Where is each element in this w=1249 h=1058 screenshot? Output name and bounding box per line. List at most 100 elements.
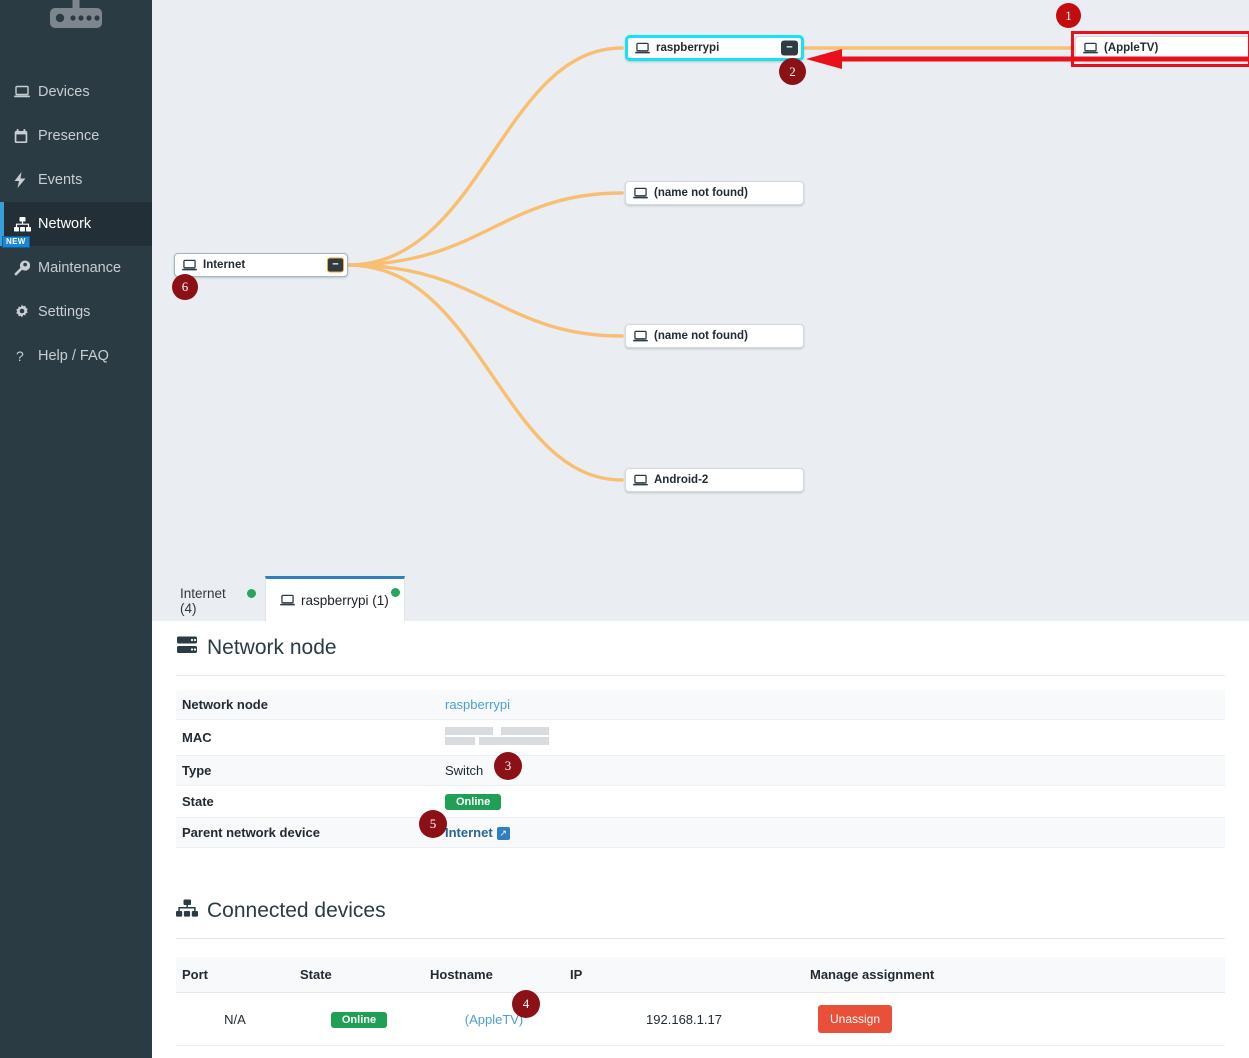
sidebar-item-label: Settings: [38, 304, 91, 320]
section-divider: [176, 938, 1225, 939]
topology-node-internet[interactable]: Internet −: [174, 253, 348, 277]
table-header-row: Port State Hostname IP Manage assignment: [176, 957, 1225, 993]
row-value: Switch: [439, 755, 1225, 786]
topology-node-android-2[interactable]: Android-2: [625, 468, 804, 492]
topology-edges: [346, 46, 1075, 482]
cell-port: N/A: [176, 992, 294, 1046]
column-header-state: State: [294, 957, 424, 993]
cell-state: Online: [294, 992, 424, 1046]
column-header-port: Port: [176, 957, 294, 993]
topology-node-label: (name not found): [654, 330, 748, 342]
topology-node-label: Android-2: [654, 474, 709, 486]
sidebar-item-presence[interactable]: Presence: [0, 114, 152, 158]
cell-ip: 192.168.1.17: [564, 992, 804, 1046]
sidebar-item-label: Devices: [38, 84, 90, 100]
annotation-badge-4: 4: [512, 990, 540, 1018]
section-heading-text: Connected devices: [207, 899, 386, 922]
sidebar-nav: Devices Presence Events Network NEW: [0, 70, 152, 378]
laptop-icon: [280, 594, 295, 607]
topology-node-raspberrypi[interactable]: raspberrypi −: [625, 35, 804, 61]
sidebar-item-events[interactable]: Events: [0, 158, 152, 202]
laptop-icon: [626, 474, 654, 487]
laptop-icon: [1076, 42, 1104, 55]
unassign-button[interactable]: Unassign: [818, 1005, 893, 1033]
question-icon: ?: [14, 348, 38, 364]
sidebar-item-devices[interactable]: Devices: [0, 70, 152, 114]
network-topology-canvas[interactable]: Internet − raspberrypi − (name not found…: [152, 0, 1249, 565]
collapse-toggle-button[interactable]: −: [781, 40, 798, 56]
table-row: Network node raspberrypi: [176, 690, 1225, 720]
sidebar-item-settings[interactable]: Settings: [0, 290, 152, 334]
row-key: Parent network device: [176, 817, 439, 848]
laptop-icon: [14, 85, 38, 99]
annotation-badge-1: 1: [1056, 3, 1081, 28]
row-key: State: [176, 785, 439, 818]
tab-label: raspberrypi (1): [301, 592, 389, 608]
topology-node-label: raspberrypi: [656, 42, 720, 54]
server-icon: [176, 635, 198, 661]
annotation-arrow: [806, 49, 1248, 69]
sitemap-icon: [176, 899, 198, 924]
annotation-badge-2: 2: [779, 58, 806, 85]
table-row: Parent network device Internet ↗: [176, 817, 1225, 848]
topology-node-label: Internet: [203, 259, 246, 271]
sidebar-item-label: Presence: [38, 128, 100, 144]
hostname-link[interactable]: (AppleTV): [464, 1011, 524, 1027]
section-heading-text: Network node: [207, 636, 337, 659]
mac-redacted-value: [445, 727, 549, 745]
network-node-table: Network node raspberrypi MAC Type Switch…: [176, 690, 1225, 848]
annotation-badge-5: 5: [419, 810, 447, 838]
row-key: MAC: [176, 719, 439, 756]
row-value: Online: [439, 785, 1225, 818]
table-row: MAC: [176, 719, 1225, 756]
status-badge: Online: [330, 1011, 388, 1028]
new-badge: NEW: [2, 236, 30, 248]
column-header-hostname: Hostname: [424, 957, 564, 993]
app-logo[interactable]: [0, 0, 152, 60]
sidebar-item-help-faq[interactable]: ? Help / FAQ: [0, 334, 152, 378]
table-row: State Online: [176, 785, 1225, 818]
annotation-badge-label: 1: [1065, 7, 1072, 23]
connected-devices-section-title: Connected devices: [152, 884, 1249, 938]
collapse-toggle-button[interactable]: −: [327, 257, 344, 273]
connected-devices-table: Port State Hostname IP Manage assignment…: [176, 957, 1225, 1046]
sidebar-item-label: Network: [38, 216, 92, 232]
sidebar-item-label: Events: [38, 172, 83, 188]
tab-raspberrypi[interactable]: raspberrypi (1): [265, 576, 405, 621]
table-row: Type Switch: [176, 755, 1225, 786]
status-dot-online: [247, 589, 256, 598]
topology-node-label: (AppleTV): [1104, 42, 1159, 54]
sidebar: Devices Presence Events Network NEW: [0, 0, 152, 1058]
topology-node-label: (name not found): [654, 187, 748, 199]
annotation-badge-6: 6: [172, 274, 198, 300]
topology-node-unknown-2[interactable]: (name not found): [625, 324, 804, 348]
network-node-link[interactable]: raspberrypi: [445, 697, 511, 712]
gear-icon: [14, 304, 38, 320]
tab-internet[interactable]: Internet (4): [166, 580, 260, 621]
topology-node-appletv[interactable]: (AppleTV): [1075, 36, 1249, 60]
laptop-icon: [626, 330, 654, 343]
calendar-icon: [14, 128, 38, 144]
section-divider: [176, 675, 1225, 676]
detail-panel: Network node Network node raspberrypi MA…: [152, 621, 1249, 1058]
bolt-icon: [14, 172, 38, 188]
status-badge: Online: [445, 794, 502, 810]
sidebar-item-label: Help / FAQ: [38, 348, 109, 364]
topology-node-unknown-1[interactable]: (name not found): [625, 181, 804, 205]
cell-hostname: (AppleTV): [424, 992, 564, 1046]
sidebar-item-label: Maintenance: [38, 260, 122, 276]
svg-text:?: ?: [16, 348, 24, 364]
table-row: N/A Online (AppleTV) 192.168.1.17 Unassi…: [176, 992, 1225, 1046]
sidebar-item-maintenance[interactable]: NEW Maintenance: [0, 236, 152, 290]
wrench-icon: [14, 260, 38, 276]
parent-device-link[interactable]: Internet: [445, 825, 493, 840]
annotation-badge-label: 4: [522, 996, 530, 1011]
laptop-icon: [626, 187, 654, 200]
sitemap-icon: [14, 216, 38, 232]
annotation-badge-label: 5: [429, 816, 437, 831]
external-link-icon[interactable]: ↗: [496, 827, 510, 840]
row-value: [439, 719, 1225, 756]
cell-manage-assignment: Unassign: [804, 992, 1225, 1046]
tab-bar: Internet (4) raspberrypi (1): [152, 565, 1249, 621]
row-key: Network node: [176, 690, 439, 720]
